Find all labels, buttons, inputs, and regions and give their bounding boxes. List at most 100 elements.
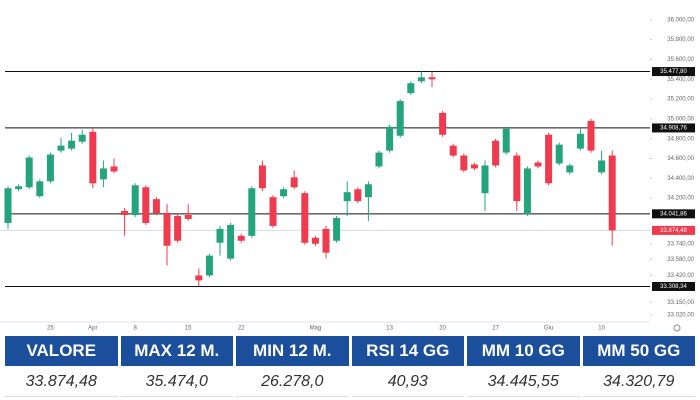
table-header: RSI 14 GG: [351, 336, 464, 366]
table-cell: 34.320,79: [582, 368, 695, 397]
candle-body: [195, 275, 203, 281]
candle-body: [460, 155, 468, 171]
x-tick-label: 13: [386, 326, 393, 332]
candle-body: [269, 197, 277, 226]
candle-body: [502, 128, 510, 153]
y-tick-label: 35.000,00: [667, 116, 694, 122]
level-label: 35.477,80: [660, 69, 687, 75]
level-label: 34.908,76: [660, 126, 687, 132]
candle-body: [513, 155, 521, 202]
table-header: MAX 12 M.: [120, 336, 233, 366]
candle-body: [174, 215, 182, 241]
candle-body: [428, 77, 436, 80]
candle-body: [248, 188, 256, 236]
last-price-label: 33.874,48: [660, 228, 687, 234]
y-tick-label: 33.020,00: [667, 313, 694, 319]
candle-body: [57, 145, 65, 151]
table-header: VALORE: [5, 336, 118, 366]
y-tick-label: 33.740,00: [667, 241, 694, 247]
candle-body: [142, 187, 150, 223]
y-tick-label: 34.400,00: [667, 176, 694, 182]
y-tick-label: 35.800,00: [667, 37, 694, 43]
candle-body: [587, 120, 595, 151]
table-header: MM 10 GG: [467, 336, 580, 366]
candle-body: [470, 164, 478, 169]
candle-body: [290, 177, 298, 188]
candle-body: [598, 160, 606, 173]
y-tick-label: 36.000,00: [667, 17, 694, 23]
candle-body: [121, 211, 129, 215]
table-cell: 34.445,55: [467, 368, 580, 397]
candle-body: [523, 168, 531, 215]
candle-body: [534, 162, 542, 167]
x-tick-label: 20: [439, 326, 446, 332]
candle-body: [333, 217, 341, 241]
chart: 36.000,00 35.800,00 35.600,00 35.400,00 35.2…: [0, 17, 695, 332]
candle-body: [280, 189, 288, 197]
y-tick-label: 33.420,00: [667, 273, 694, 279]
candle-body: [354, 189, 362, 202]
table-cell: 26.278,0: [236, 368, 349, 397]
candle-body: [545, 134, 553, 184]
candle-body: [364, 184, 372, 198]
level-label: 34.041,86: [660, 211, 687, 217]
candle-body: [25, 157, 33, 188]
candle-body: [311, 237, 319, 244]
level-label: 33.308,34: [660, 284, 687, 290]
y-tick-label: 33.150,00: [667, 300, 694, 306]
x-tick-label: 8: [134, 326, 138, 332]
candle-body: [407, 83, 415, 94]
x-tick-label: 25: [47, 326, 54, 332]
x-tick-label: 15: [185, 326, 192, 332]
x-tick-label: Apr: [88, 326, 97, 332]
candle-body: [576, 133, 584, 149]
level-label-box: [652, 67, 695, 77]
candle-body: [343, 192, 351, 202]
candle-body: [439, 112, 447, 135]
candle-body: [205, 255, 213, 276]
level-label-box: [652, 209, 695, 219]
candle-body: [258, 165, 266, 189]
y-tick-label: 35.200,00: [667, 97, 694, 103]
candle-body: [163, 213, 171, 246]
x-tick-label: 10: [598, 326, 605, 332]
candle-body: [36, 181, 44, 197]
x-tick-label: 22: [238, 326, 245, 332]
candle-body: [375, 152, 383, 167]
y-tick-label: 35.400,00: [667, 77, 694, 83]
table-cell: 33.874,48: [5, 368, 118, 397]
candle-body: [386, 126, 394, 151]
settings-icon[interactable]: [673, 324, 681, 332]
candle-body: [46, 154, 54, 182]
y-tick-label: 34.800,00: [667, 136, 694, 142]
candle-body: [417, 77, 425, 82]
level-label-box: [652, 281, 695, 291]
y-tick-label: 35.600,00: [667, 57, 694, 63]
table-cell: 35.474,0: [120, 368, 233, 397]
candle-body: [237, 235, 245, 241]
candle-body: [4, 188, 12, 223]
candle-body: [301, 193, 309, 243]
candle-body: [131, 185, 139, 215]
candle-body: [89, 131, 97, 184]
last-price-box: [652, 225, 695, 235]
x-tick-label: 27: [492, 326, 499, 332]
candle-body: [555, 144, 563, 164]
candle-body: [322, 228, 330, 253]
candle-body: [152, 199, 160, 214]
candle-body: [15, 186, 23, 190]
y-tick-label: 33.580,00: [667, 257, 694, 263]
x-tick-label: Mag: [310, 326, 322, 332]
stats-table: VALORE MAX 12 M. MIN 12 M. RSI 14 GG MM 10 G…: [5, 336, 695, 397]
table-header: MIN 12 M.: [236, 336, 349, 366]
candle-body: [68, 140, 76, 149]
table-cell: 40,93: [351, 368, 464, 397]
candle-body: [608, 155, 616, 231]
level-label-box: [652, 123, 695, 133]
candle-body: [216, 228, 224, 243]
candle-body: [184, 214, 192, 219]
candle-body: [227, 224, 235, 259]
candle-body: [481, 165, 489, 194]
candle-body: [110, 166, 118, 172]
